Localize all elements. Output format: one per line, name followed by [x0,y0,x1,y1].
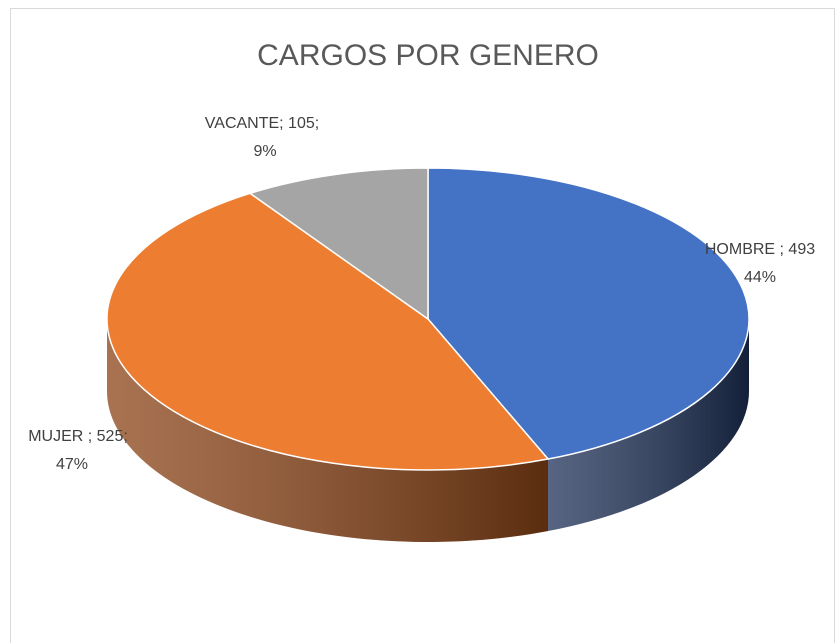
slice [106,192,550,471]
percent-label: 47% [56,456,88,473]
percent-label: 44% [744,269,776,286]
slice [427,167,750,460]
data-label: HOMBRE ; 493 [705,241,815,258]
percent-label: 9% [253,143,276,160]
data-label: VACANTE; 105; [205,115,319,132]
slice-side-shade [106,319,549,542]
slice-side-shade [548,319,749,532]
data-label: MUJER ; 525; [28,428,128,445]
slice [248,167,429,321]
chart-title: CARGOS POR GENERO [257,39,599,72]
